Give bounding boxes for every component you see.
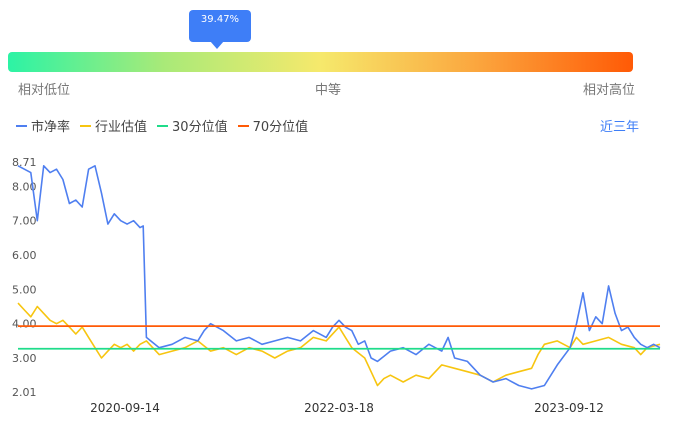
legend-label-industry: 行业估值 xyxy=(95,120,148,135)
gauge-low-label: 相对低位 xyxy=(18,83,71,98)
y-tick-label: 5.00 xyxy=(12,283,37,296)
gauge-high-label: 相对高位 xyxy=(583,83,636,98)
percentile-value: 39.47% xyxy=(200,14,240,25)
legend-swatch-p70 xyxy=(237,124,249,127)
legend-swatch-pb xyxy=(16,124,27,127)
chart-legend: 市净率 行业估值 30分位值 70分位值 xyxy=(16,116,308,135)
y-tick-label: 4.00 xyxy=(12,318,37,331)
y-tick-label: 8.00 xyxy=(12,180,37,193)
x-tick-label: 2020-09-14 xyxy=(90,401,160,415)
legend-label-p70: 70分位值 xyxy=(252,120,309,135)
legend-swatch-industry xyxy=(80,124,92,127)
y-tick-label: 3.00 xyxy=(12,352,37,365)
legend-item-p70[interactable]: 70分位值 xyxy=(237,116,309,135)
x-tick-label: 2023-09-12 xyxy=(534,401,604,415)
y-tick-label: 6.00 xyxy=(12,249,37,262)
legend-item-pb[interactable]: 市净率 xyxy=(16,116,70,135)
valuation-gauge-bar xyxy=(8,52,633,72)
y-tick-label: 8.71 xyxy=(12,156,37,169)
series-line-0 xyxy=(17,165,661,390)
series-line-1 xyxy=(17,302,661,387)
legend-item-industry[interactable]: 行业估值 xyxy=(80,116,147,135)
legend-swatch-p30 xyxy=(157,124,169,127)
legend-label-p30: 30分位值 xyxy=(172,120,228,135)
y-tick-label: 7.00 xyxy=(12,215,37,228)
x-tick-label: 2022-03-18 xyxy=(304,401,374,415)
y-tick-label: 2.01 xyxy=(12,386,37,399)
legend-item-p30[interactable]: 30分位值 xyxy=(157,116,228,135)
legend-label-pb: 市净率 xyxy=(31,120,71,135)
period-selector[interactable]: 近三年 xyxy=(600,120,640,135)
gauge-mid-label: 中等 xyxy=(315,83,342,98)
percentile-tooltip: 39.47% xyxy=(189,10,251,49)
